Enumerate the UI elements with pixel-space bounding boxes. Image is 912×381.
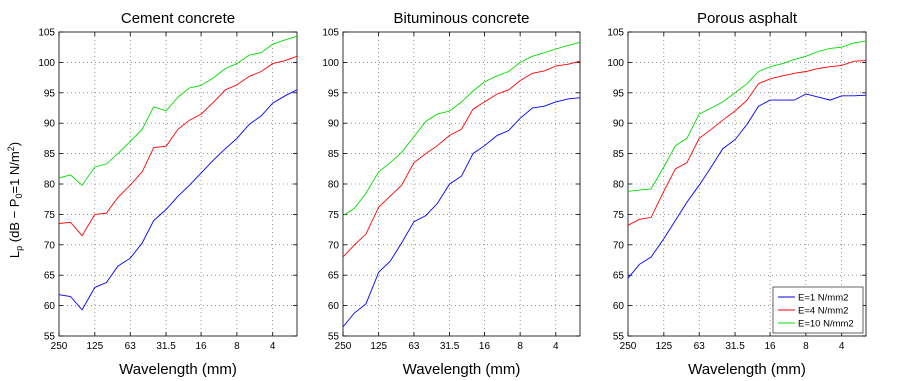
series-line-e-4-n-mm2 (58, 55, 298, 237)
y-tick-label: 65 (44, 271, 56, 282)
y-tick-label: 75 (44, 210, 56, 221)
y-tick-label: 80 (44, 180, 56, 191)
y-label-mid: (dB − P (7, 199, 22, 246)
x-tick-label: 250 (51, 341, 68, 352)
x-tick-label: 31.5 (440, 341, 460, 352)
y-tick-label: 55 (44, 332, 56, 343)
y-tick-label: 55 (613, 332, 625, 343)
x-tick-label: 31.5 (725, 341, 745, 352)
x-axis-label: Wavelength (mm) (403, 361, 521, 378)
x-tick-label: 8 (803, 341, 809, 352)
x-axis-label: Wavelength (mm) (688, 361, 806, 378)
x-tick-label: 4 (270, 341, 276, 352)
panel-title: Porous asphalt (697, 10, 798, 27)
y-tick-label: 75 (328, 210, 340, 221)
y-tick-label: 85 (328, 149, 340, 160)
y-tick-label: 90 (44, 119, 56, 130)
x-tick-label: 31.5 (156, 341, 176, 352)
y-tick-label: 85 (44, 149, 56, 160)
y-tick-label: 85 (613, 149, 625, 160)
y-axis-label: Lp (dB − P0=1 N/m2) (6, 142, 24, 258)
panel-title: Cement concrete (121, 10, 235, 27)
y-tick-label: 90 (328, 119, 340, 130)
y-tick-label: 60 (613, 301, 625, 312)
y-tick-label: 65 (613, 271, 625, 282)
x-tick-label: 250 (620, 341, 637, 352)
grid (628, 32, 866, 336)
y-tick-label: 90 (613, 119, 625, 130)
x-tick-label: 63 (694, 341, 706, 352)
y-tick-label: 80 (613, 180, 625, 191)
y-tick-label: 100 (607, 58, 624, 69)
x-tick-label: 4 (839, 341, 845, 352)
y-tick-label: 70 (44, 240, 56, 251)
series-line-e-1-n-mm2 (342, 97, 581, 328)
series-line-e-1-n-mm2 (58, 89, 298, 311)
y-tick-label: 95 (44, 88, 56, 99)
series-line-e-10-n-mm2 (342, 41, 581, 216)
y-tick-label: 100 (322, 58, 339, 69)
series-line-e-4-n-mm2 (627, 60, 867, 226)
y-tick-label: 95 (328, 88, 340, 99)
x-tick-label: 63 (408, 341, 420, 352)
y-tick-label: 100 (38, 58, 55, 69)
legend-label: E=1 N/mm2 (798, 293, 848, 304)
y-tick-label: 60 (328, 301, 340, 312)
y-tick-label: 105 (322, 28, 339, 39)
legend-label: E=4 N/mm2 (798, 306, 848, 317)
x-tick-label: 8 (517, 341, 523, 352)
x-tick-label: 63 (125, 341, 137, 352)
panel-bituminous-concrete: Bituminous concrete Wavelength (mm) 250 1… (322, 10, 581, 378)
x-axis-label: Wavelength (mm) (119, 361, 237, 378)
y-label-sub-0: 0 (14, 194, 24, 199)
panel-porous-asphalt: Porous asphalt Wavelength (mm) 250 125 63 3… (607, 10, 867, 378)
x-tick-label: 125 (655, 341, 672, 352)
grid (343, 32, 580, 336)
panel-cement-concrete: Cement concrete Wavelength (mm) 250 125 63… (38, 10, 298, 378)
y-label-end: ) (7, 142, 22, 146)
x-tick-label: 125 (86, 341, 103, 352)
x-tick-label: 8 (234, 341, 240, 352)
y-label-sub-p: p (14, 246, 24, 251)
grid (59, 32, 297, 336)
x-tick-label: 250 (335, 341, 352, 352)
series-line-e-4-n-mm2 (342, 60, 581, 258)
y-tick-label: 70 (613, 240, 625, 251)
legend-label: E=10 N/mm2 (798, 319, 854, 330)
x-tick-label: 4 (553, 341, 559, 352)
y-tick-label: 60 (44, 301, 56, 312)
series-line-e-10-n-mm2 (627, 40, 867, 192)
y-tick-label: 95 (613, 88, 625, 99)
x-tick-label: 16 (196, 341, 208, 352)
y-tick-label: 105 (607, 28, 624, 39)
y-label-main: L (7, 251, 22, 258)
series-line-e-1-n-mm2 (627, 93, 867, 279)
y-label-mid2: =1 N/m (7, 151, 22, 193)
panel-title: Bituminous concrete (394, 10, 530, 27)
series-line-e-10-n-mm2 (58, 35, 298, 186)
y-label-sup-2: 2 (6, 146, 16, 151)
x-tick-label: 16 (479, 341, 491, 352)
y-tick-label: 65 (328, 271, 340, 282)
y-tick-label: 70 (328, 240, 340, 251)
y-tick-label: 55 (328, 332, 340, 343)
legend: E=1 N/mm2 E=4 N/mm2 E=10 N/mm2 (772, 286, 864, 334)
y-tick-label: 80 (328, 180, 340, 191)
y-tick-label: 105 (38, 28, 55, 39)
x-tick-label: 16 (765, 341, 777, 352)
x-tick-label: 125 (370, 341, 387, 352)
y-tick-label: 75 (613, 210, 625, 221)
